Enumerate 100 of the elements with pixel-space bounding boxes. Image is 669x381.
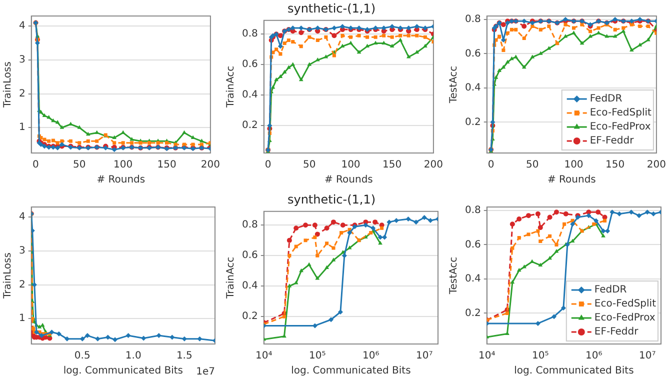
- y-tick-label: 0.4: [242, 90, 258, 101]
- point: [646, 24, 650, 28]
- point: [510, 56, 514, 60]
- point: [60, 139, 64, 143]
- point: [638, 24, 642, 28]
- point: [564, 22, 568, 26]
- point: [588, 30, 592, 34]
- point: [290, 26, 296, 31]
- point: [613, 28, 617, 32]
- point: [332, 33, 337, 38]
- legend-label: EF-Feddr: [590, 136, 635, 147]
- y-axis-title: TrainLoss: [2, 62, 14, 108]
- point: [588, 34, 592, 38]
- point: [278, 74, 283, 78]
- x-tick-label: 10⁴: [256, 350, 272, 362]
- x-tick-label: 50: [526, 160, 539, 171]
- point: [522, 24, 527, 29]
- x-tick-label: 150: [382, 160, 402, 171]
- point: [286, 38, 290, 42]
- x-tick-label: 100: [341, 160, 360, 171]
- y-tick-label: 4: [18, 20, 26, 32]
- point: [95, 336, 100, 342]
- point: [282, 41, 286, 46]
- x-tick-label: 0: [32, 160, 39, 171]
- point: [308, 35, 312, 39]
- point: [112, 147, 117, 152]
- point: [406, 34, 410, 38]
- legend-label: Eco-FedProx: [594, 312, 656, 324]
- point: [112, 141, 116, 145]
- point: [423, 44, 428, 48]
- point: [538, 51, 543, 55]
- point: [324, 35, 328, 39]
- point: [382, 34, 386, 38]
- y-axis-title: TrainAcc: [226, 66, 237, 109]
- y-tick-label: 1: [18, 313, 26, 324]
- point: [500, 22, 506, 28]
- point: [68, 139, 72, 143]
- point: [374, 35, 378, 39]
- y-tick-label: 0.2: [464, 308, 481, 319]
- point: [366, 35, 370, 39]
- x-tick-label: 200: [200, 160, 220, 171]
- legend-label: EF-Feddr: [594, 326, 640, 338]
- legend-label: Eco-FedSplit: [594, 298, 656, 310]
- chart-title: synthetic-(1,1): [287, 192, 376, 206]
- y-axis-title: TestAcc: [448, 256, 460, 296]
- x-tick-label: 100: [114, 160, 133, 171]
- point: [572, 30, 576, 34]
- point: [580, 22, 584, 26]
- point: [200, 138, 204, 142]
- y-tick-label: 1: [18, 122, 26, 134]
- y-tick-label: 2: [18, 279, 26, 290]
- point: [365, 44, 370, 48]
- point: [46, 114, 51, 119]
- point: [138, 141, 142, 145]
- point: [382, 40, 386, 45]
- point: [629, 48, 634, 52]
- point: [95, 139, 99, 143]
- point: [316, 58, 320, 62]
- y-tick-label: 2: [18, 88, 26, 100]
- point: [505, 60, 510, 64]
- point: [348, 35, 353, 39]
- point: [274, 77, 278, 82]
- point: [182, 336, 187, 342]
- point: [112, 135, 117, 140]
- chart-title: synthetic-(1,1): [287, 1, 376, 16]
- point: [563, 34, 568, 38]
- point: [315, 26, 320, 31]
- point: [406, 26, 412, 31]
- point: [78, 141, 82, 145]
- point: [278, 33, 283, 38]
- point: [130, 141, 134, 145]
- legend-label: FedDR: [594, 284, 627, 296]
- point: [381, 26, 386, 31]
- x-tick-label: 10⁶: [362, 350, 380, 362]
- x-tick-label: 10⁵: [532, 350, 549, 362]
- point: [502, 48, 506, 52]
- point: [390, 24, 395, 29]
- point: [316, 38, 320, 42]
- point: [414, 24, 420, 29]
- y-tick-label: 0.6: [242, 59, 258, 70]
- y-tick-label: 0.4: [464, 274, 481, 285]
- point: [596, 26, 600, 30]
- point: [547, 24, 551, 28]
- point: [340, 34, 344, 38]
- text: 1e7: [196, 366, 215, 378]
- point: [105, 334, 110, 340]
- point: [612, 34, 618, 38]
- x-axis-title: log. Communicated Bits: [63, 366, 183, 377]
- point: [60, 125, 64, 129]
- point: [165, 141, 169, 145]
- point: [267, 123, 272, 128]
- point: [398, 34, 402, 38]
- x-axis-title: # Rounds: [324, 174, 373, 186]
- point: [51, 118, 56, 122]
- point: [332, 26, 337, 31]
- point: [182, 142, 186, 146]
- x-tick-label: 200: [646, 160, 666, 171]
- y-axis-title: TrainLoss: [2, 252, 14, 300]
- y-tick-label: 3: [18, 54, 26, 66]
- point: [494, 75, 498, 79]
